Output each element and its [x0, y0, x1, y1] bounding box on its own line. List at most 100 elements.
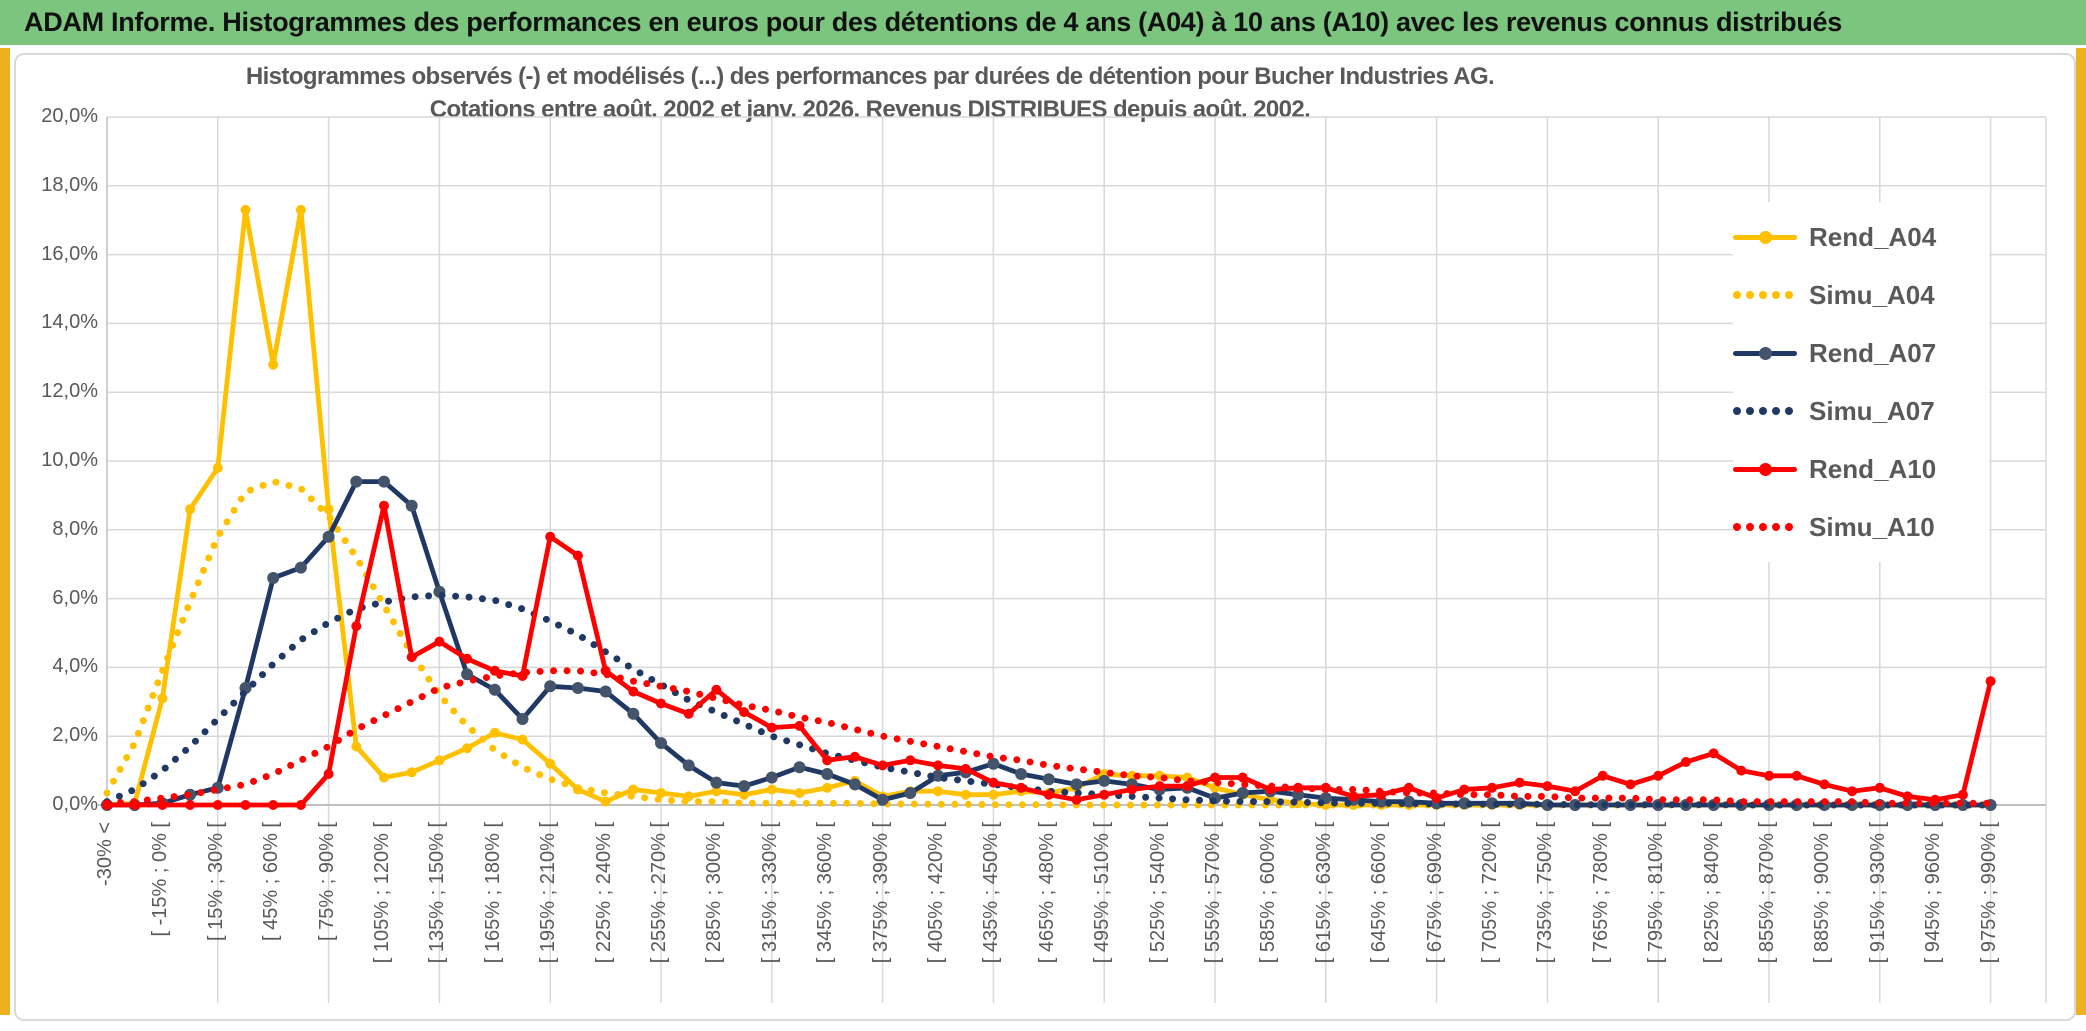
legend-label: Simu_A04 [1809, 279, 1935, 310]
marker-rend_a10 [1653, 770, 1664, 781]
x-axis-tick-label: [ 945% ; 960% [ [1922, 822, 1945, 964]
y-axis-tick-label: 18,0% [41, 173, 98, 196]
legend-dot [1785, 407, 1793, 415]
marker-rend_a10 [988, 777, 999, 788]
series-simu_a10 [103, 667, 1995, 807]
y-axis-tick-label: 4,0% [52, 655, 98, 678]
marker-rend_a07 [1236, 787, 1249, 799]
marker-rend_a10 [822, 755, 833, 766]
marker-rend_a10 [545, 531, 556, 542]
marker-rend_a10 [1957, 789, 1968, 800]
marker-rend_a07 [848, 778, 861, 791]
y-axis-tick-label: 10,0% [41, 449, 98, 471]
legend-item-simu_a04: Simu_A04 [1733, 266, 1989, 324]
x-axis-tick-label: [ 465% ; 480% [ [1035, 822, 1058, 964]
marker-rend_a10 [1514, 777, 1525, 788]
marker-rend_a10 [1570, 786, 1581, 797]
legend-label: Rend_A04 [1809, 221, 1937, 252]
page-title: ADAM Informe. Histogrammes des performan… [24, 7, 1842, 37]
marker-rend_a10 [1542, 781, 1553, 792]
legend-dot [1759, 291, 1767, 299]
marker-rend_a10 [1736, 765, 1747, 776]
marker-rend_a04 [960, 789, 971, 800]
marker-rend_a07 [378, 475, 390, 488]
marker-rend_a10 [877, 760, 888, 771]
marker-rend_a10 [739, 707, 750, 718]
marker-rend_a04 [295, 204, 306, 215]
marker-rend_a04 [794, 788, 805, 798]
x-axis-tick-label: [ 825% ; 840% [ [1700, 822, 1723, 964]
x-axis-tick-label: [ 135% ; 150% [ [426, 822, 449, 964]
marker-rend_a04 [711, 786, 722, 797]
marker-rend_a10 [1791, 770, 1802, 781]
marker-rend_a10 [1099, 789, 1110, 800]
marker-rend_a10 [323, 769, 334, 779]
x-axis-tick-label: [ 45% ; 60% [ [260, 822, 283, 941]
solid-line-sample-icon [1733, 229, 1797, 245]
series-rend_a10 [107, 503, 1993, 808]
x-axis-tick-label: -30% < [94, 822, 116, 886]
marker-rend_a10 [295, 800, 306, 810]
marker-rend_a04 [379, 772, 389, 783]
marker-rend_a10 [683, 708, 694, 719]
marker-rend_a04 [406, 767, 417, 778]
marker-rend_a07 [571, 682, 584, 694]
legend-item-simu_a07: Simu_A07 [1733, 382, 1989, 440]
marker-rend_a10 [1016, 782, 1027, 793]
marker-rend_a07 [322, 530, 335, 543]
marker-rend_a07 [682, 759, 695, 772]
marker-rend_a10 [434, 636, 445, 647]
y-axis-tick-label: 12,0% [41, 380, 98, 403]
marker-rend_a07 [294, 561, 307, 574]
marker-rend_a10 [1126, 784, 1137, 795]
marker-rend_a04 [489, 727, 500, 738]
x-axis-tick-label: [ 975% ; 990% [ [1977, 822, 2000, 964]
marker-rend_a07 [461, 668, 474, 681]
marker-rend_a10 [406, 652, 417, 663]
marker-rend_a10 [933, 760, 943, 771]
series-simu_a04 [103, 478, 1995, 809]
marker-rend_a07 [710, 776, 723, 789]
marker-rend_a04 [212, 462, 223, 473]
legend-item-simu_a10: Simu_A10 [1733, 498, 1989, 556]
y-axis-tick-label: 6,0% [52, 586, 98, 609]
chart-title-line1: Histogrammes observés (-) et modélisés (… [245, 63, 1495, 90]
legend-dot [1785, 523, 1793, 531]
marker-rend_a10 [794, 720, 805, 731]
legend-marker [1759, 347, 1772, 360]
marker-rend_a10 [268, 800, 279, 810]
marker-rend_a10 [960, 763, 971, 774]
marker-rend_a07 [267, 572, 280, 584]
marker-rend_a07 [1070, 778, 1083, 791]
marker-rend_a10 [766, 722, 777, 733]
legend-dot [1746, 407, 1754, 415]
marker-rend_a10 [905, 755, 916, 766]
marker-rend_a10 [1071, 794, 1082, 805]
right-gold-strip [2076, 48, 2086, 1015]
x-axis-tick-label: [ 195% ; 210% [ [537, 822, 560, 964]
y-axis-tick-label: 0,0% [52, 793, 98, 815]
legend-dot [1746, 291, 1754, 299]
marker-rend_a04 [517, 734, 528, 745]
x-axis-tick-label: [ 225% ; 240% [ [592, 822, 615, 964]
marker-rend_a10 [1154, 781, 1165, 792]
marker-rend_a10 [1597, 770, 1608, 781]
marker-rend_a04 [185, 504, 196, 515]
x-axis-tick-label: [ 795% ; 810% [ [1645, 822, 1668, 964]
marker-rend_a07 [987, 757, 1000, 770]
x-axis-tick-label: [ 315% ; 330% [ [758, 822, 781, 964]
solid-line-sample-icon [1733, 345, 1797, 361]
x-axis-tick-label: [ 75% ; 90% [ [315, 822, 338, 941]
marker-rend_a04 [157, 693, 168, 704]
x-axis-tick-label: [ 645% ; 660% [ [1368, 822, 1391, 964]
legend-label: Simu_A10 [1809, 511, 1935, 542]
marker-rend_a04 [933, 786, 943, 797]
legend-dot [1759, 407, 1767, 415]
y-axis-tick-label: 16,0% [41, 242, 98, 265]
left-gold-strip [0, 48, 10, 1015]
marker-rend_a10 [1680, 757, 1691, 767]
chart-area [14, 53, 2076, 1021]
legend-dot [1733, 407, 1741, 415]
legend-label: Simu_A07 [1809, 395, 1935, 426]
